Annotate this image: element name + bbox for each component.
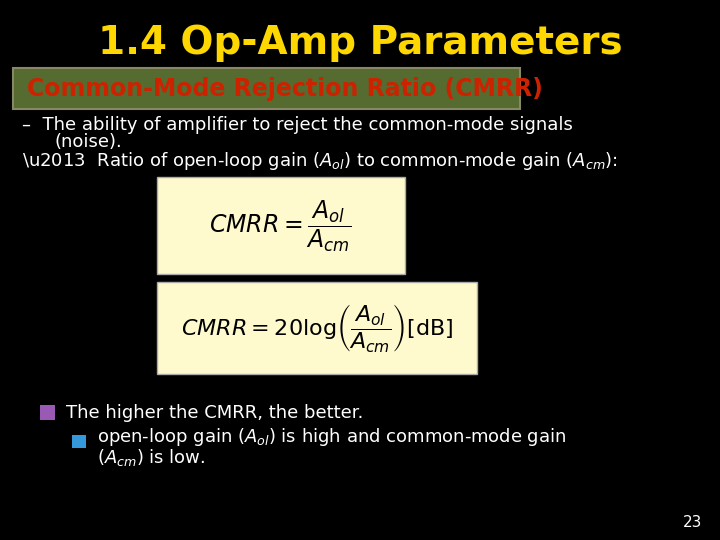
Text: 23: 23: [683, 515, 702, 530]
Text: (noise).: (noise).: [54, 133, 122, 151]
Text: open-loop gain ($A_{ol}$) is high and common-mode gain: open-loop gain ($A_{ol}$) is high and co…: [97, 427, 567, 448]
Text: $CMRR = 20\log\!\left(\dfrac{A_{ol}}{A_{cm}}\right)[\mathrm{dB}]$: $CMRR = 20\log\!\left(\dfrac{A_{ol}}{A_{…: [181, 302, 453, 354]
Text: $CMRR = \dfrac{A_{ol}}{A_{cm}}$: $CMRR = \dfrac{A_{ol}}{A_{cm}}$: [210, 198, 352, 254]
Bar: [72, 435, 86, 448]
Text: The higher the CMRR, the better.: The higher the CMRR, the better.: [66, 403, 364, 422]
FancyBboxPatch shape: [13, 68, 520, 109]
FancyBboxPatch shape: [157, 282, 477, 374]
Bar: [40, 405, 55, 420]
Text: 1.4 Op-Amp Parameters: 1.4 Op-Amp Parameters: [98, 24, 622, 62]
Text: \u2013  Ratio of open-loop gain ($A_{ol}$) to common-mode gain ($A_{cm}$):: \u2013 Ratio of open-loop gain ($A_{ol}$…: [22, 150, 618, 172]
Text: –  The ability of amplifier to reject the common-mode signals: – The ability of amplifier to reject the…: [22, 116, 572, 134]
Text: ($A_{cm}$) is low.: ($A_{cm}$) is low.: [97, 448, 206, 468]
FancyBboxPatch shape: [157, 177, 405, 274]
Text: Common-Mode Rejection Ratio (CMRR): Common-Mode Rejection Ratio (CMRR): [27, 77, 543, 100]
